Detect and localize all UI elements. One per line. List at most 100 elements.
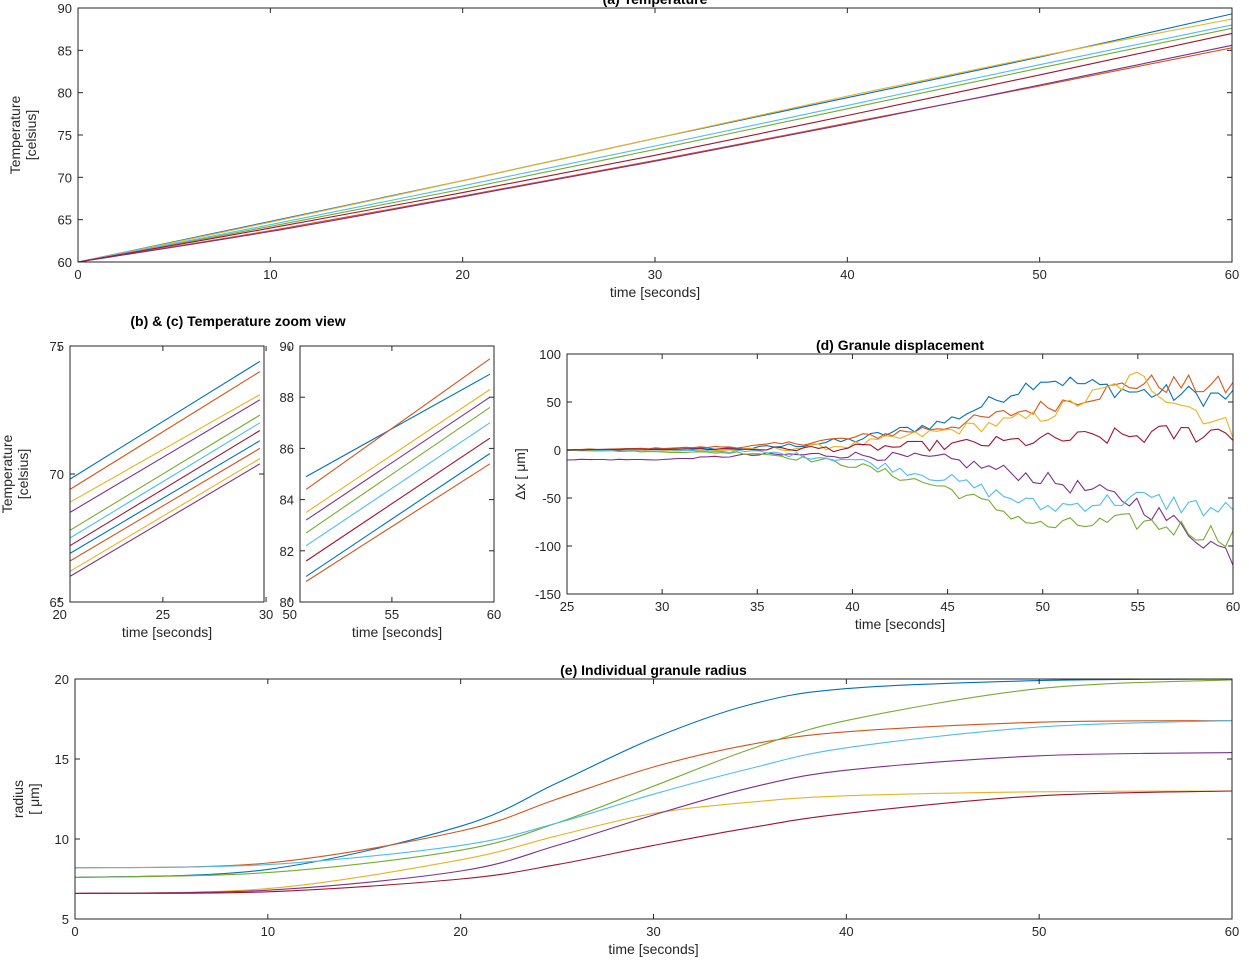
y-tick-label: 65	[50, 595, 64, 610]
series-line-5	[69, 414, 261, 531]
chart-title: (a) Temperature	[603, 0, 708, 7]
x-tick-label: 0	[74, 267, 81, 282]
series-line-2	[305, 358, 491, 490]
x-tick-label: 10	[263, 267, 277, 282]
y-tick-label: 75	[50, 339, 64, 354]
x-tick-label: 20	[455, 267, 469, 282]
x-tick-label: 55	[385, 607, 399, 622]
x-tick-label: 30	[655, 599, 669, 614]
x-tick-label: 30	[646, 924, 660, 939]
x-tick-label: 45	[940, 599, 954, 614]
y-tick-label: -50	[542, 491, 561, 506]
series-line-6	[305, 422, 491, 547]
series-line-5	[77, 27, 1233, 263]
y-tick-label: 88	[280, 390, 294, 405]
series-line-3	[74, 790, 1233, 894]
axes-box	[299, 345, 495, 603]
y-axis-label: [celsius]	[15, 449, 31, 500]
x-tick-label: 40	[839, 924, 853, 939]
series-line-7	[566, 425, 1234, 453]
series-line-4	[77, 44, 1233, 263]
series-line-11	[69, 463, 261, 577]
x-tick-label: 20	[52, 607, 66, 622]
x-tick-label: 60	[1225, 267, 1239, 282]
y-tick-label: -100	[535, 539, 561, 554]
x-axis-label: time [seconds]	[610, 284, 700, 300]
y-tick-label: 5	[62, 912, 69, 927]
series-line-8	[305, 453, 491, 577]
y-tick-label: 10	[55, 832, 69, 847]
x-tick-label: 25	[560, 599, 574, 614]
x-tick-label: 60	[487, 607, 501, 622]
series-line-3	[305, 389, 491, 513]
series-line-5	[74, 679, 1233, 878]
series-line-6	[69, 422, 261, 539]
axes-box	[74, 678, 1233, 920]
series-line-2	[566, 373, 1234, 451]
x-tick-label: 40	[840, 267, 854, 282]
x-tick-label: 25	[156, 607, 170, 622]
y-axis-label: [celsius]	[23, 110, 39, 161]
series-line-2	[69, 371, 261, 490]
y-tick-label: 100	[539, 347, 561, 362]
zoom-view-title: (b) & (c) Temperature zoom view	[130, 313, 345, 329]
series-line-4	[305, 396, 491, 521]
chart-temperature-zoom-c: 50 55 60 80 82 84 86 88 90 time [seconds]	[280, 339, 502, 640]
chart-title: (d) Granule displacement	[816, 337, 984, 353]
series-line-4	[566, 451, 1234, 566]
series-line-4	[69, 399, 261, 513]
series-line-7	[305, 437, 491, 562]
x-tick-label: 10	[261, 924, 275, 939]
y-tick-label: 80	[58, 86, 72, 101]
series-line-1	[74, 678, 1233, 878]
x-tick-label: 50	[1032, 267, 1046, 282]
series-line-2	[74, 720, 1233, 869]
series-line-6	[77, 24, 1233, 263]
series-line-6	[74, 720, 1233, 869]
series-line-1	[69, 360, 261, 480]
series-line-2	[77, 47, 1233, 263]
y-axis-label: Temperature	[0, 434, 15, 513]
series-line-5	[566, 449, 1234, 548]
axes-box	[566, 353, 1234, 595]
y-tick-label: 86	[280, 441, 294, 456]
x-tick-label: 50	[1035, 599, 1049, 614]
chart-granule-radius: 0 10 20 30 40 50 60 5 10 15 20 (e) Individual granu…	[10, 662, 1239, 957]
series-line-7	[69, 430, 261, 547]
y-tick-label: 82	[280, 544, 294, 559]
y-axis-label: [ μm]	[26, 783, 42, 814]
x-tick-label: 60	[1226, 599, 1240, 614]
y-tick-label: 80	[280, 595, 294, 610]
y-tick-label: 84	[280, 493, 294, 508]
y-tick-label: 85	[58, 43, 72, 58]
x-tick-label: 30	[259, 607, 273, 622]
series-line-7	[77, 32, 1233, 263]
y-tick-label: 60	[58, 255, 72, 270]
x-axis-label: time [seconds]	[122, 624, 212, 640]
series-line-10	[69, 458, 261, 572]
chart-granule-displacement: 25 30 35 40 45 50 55 60 -150 -100 -50 0 50 100 (d) Gra…	[512, 337, 1240, 632]
y-axis-label: radius	[10, 780, 26, 818]
axes-box	[77, 7, 1233, 263]
x-tick-label: 40	[845, 599, 859, 614]
y-tick-label: 65	[58, 213, 72, 228]
chart-temperature: 0 10 20 30 40 50 60 60 65 70 75 80 85 90 (a) Temperatu…	[7, 0, 1239, 300]
x-tick-label: 0	[71, 924, 78, 939]
y-tick-label: 50	[547, 395, 561, 410]
series-line-9	[69, 447, 261, 562]
series-line-6	[566, 449, 1234, 517]
y-tick-label: 90	[280, 339, 294, 354]
x-tick-label: 50	[1032, 924, 1046, 939]
x-axis-label: time [seconds]	[608, 941, 698, 957]
x-tick-label: 60	[1225, 924, 1239, 939]
y-tick-label: 90	[58, 1, 72, 16]
series-line-5	[305, 406, 491, 534]
y-tick-label: 0	[554, 443, 561, 458]
y-axis-label: Δx [ μm]	[512, 448, 528, 500]
y-tick-label: -150	[535, 587, 561, 602]
y-tick-label: 70	[50, 467, 64, 482]
x-axis-label: time [seconds]	[855, 616, 945, 632]
y-axis-label: Temperature	[7, 95, 23, 174]
series-line-7	[74, 790, 1233, 894]
